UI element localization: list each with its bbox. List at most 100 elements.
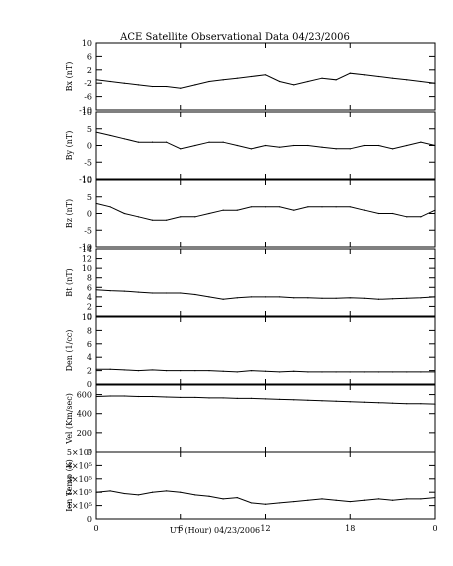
data-point xyxy=(222,141,224,143)
y-axis-label: Bt (nT) xyxy=(65,268,74,296)
data-point xyxy=(420,403,422,405)
panel-1: -10 -6 -2 2 6 10 Bx (nT) xyxy=(65,39,436,115)
data-point xyxy=(194,293,196,296)
data-point xyxy=(434,82,436,84)
data-point xyxy=(420,297,422,299)
data-point xyxy=(109,206,111,208)
data-point xyxy=(264,503,267,505)
data-point xyxy=(151,141,154,143)
data-point xyxy=(293,370,295,372)
data-point xyxy=(208,370,210,372)
data-point xyxy=(109,490,111,492)
data-point xyxy=(236,144,238,147)
data-point xyxy=(208,212,210,215)
data-point xyxy=(406,297,408,299)
panel-frame xyxy=(95,384,436,453)
data-point xyxy=(180,370,182,372)
y-axis-label: Vel (Km/sec) xyxy=(65,393,74,445)
data-point xyxy=(123,212,125,215)
panel-frame xyxy=(95,42,436,111)
data-point xyxy=(236,297,238,299)
data-point xyxy=(307,499,309,501)
data-point xyxy=(137,494,139,496)
y-tick-label: 8 xyxy=(87,326,92,335)
data-point xyxy=(180,491,182,493)
data-point xyxy=(349,371,351,373)
data-point xyxy=(208,80,210,83)
y-tick-label: 4×10⁵ xyxy=(67,461,92,470)
data-point xyxy=(363,499,365,501)
data-point xyxy=(434,371,436,373)
data-point xyxy=(363,297,365,299)
data-point xyxy=(293,399,295,401)
y-tick-label: -5 xyxy=(84,158,92,167)
series-line xyxy=(95,490,436,505)
data-point xyxy=(151,491,154,493)
y-tick-label: 2 xyxy=(87,302,92,311)
data-point xyxy=(194,144,196,147)
data-point xyxy=(335,297,337,299)
y-axis-label: By (nT) xyxy=(65,131,74,161)
data-point xyxy=(349,401,351,403)
data-point xyxy=(123,369,125,371)
data-point xyxy=(406,498,408,500)
y-axis-label: Bx (nT) xyxy=(65,62,74,92)
x-axis-label: UT (Hour) 04/23/2006 xyxy=(170,526,260,535)
data-point xyxy=(166,396,168,398)
data-point xyxy=(194,216,196,218)
panel-7: 0 1×10⁵ 2×10⁵ 3×10⁵ 4×10⁵ 5×10⁵ Ion Temp (K) xyxy=(65,448,436,524)
data-point xyxy=(307,206,309,208)
data-point xyxy=(166,141,168,143)
data-point xyxy=(236,496,238,499)
y-tick-label: -2 xyxy=(84,79,92,88)
y-tick-label: -6 xyxy=(84,93,92,102)
data-point xyxy=(109,290,111,292)
data-point xyxy=(137,291,139,293)
data-point xyxy=(95,368,97,370)
y-tick-label: 0 xyxy=(87,142,92,151)
data-point xyxy=(264,296,267,298)
y-tick-label: 600 xyxy=(77,391,92,400)
data-point xyxy=(335,148,337,150)
panel-frame xyxy=(95,451,436,520)
data-point xyxy=(363,371,365,373)
data-point xyxy=(434,209,436,211)
data-point xyxy=(166,85,168,88)
y-tick-label: -10 xyxy=(79,243,92,252)
data-point xyxy=(109,395,111,397)
data-point xyxy=(123,82,125,84)
data-point xyxy=(377,498,380,500)
data-point xyxy=(137,141,139,143)
data-point xyxy=(307,80,309,83)
data-point xyxy=(420,141,422,143)
data-point xyxy=(109,368,111,370)
data-point xyxy=(321,297,323,299)
data-point xyxy=(392,212,394,215)
data-point xyxy=(264,74,267,76)
data-point xyxy=(406,371,408,373)
y-tick-label: 200 xyxy=(77,429,92,438)
data-point xyxy=(151,219,154,221)
data-point xyxy=(208,495,210,497)
data-point xyxy=(307,144,309,147)
data-point xyxy=(307,297,309,299)
y-tick-label: 10 xyxy=(82,264,92,273)
data-point xyxy=(420,371,422,373)
data-point xyxy=(377,75,380,78)
data-point xyxy=(250,148,252,150)
data-point xyxy=(123,492,125,495)
data-point xyxy=(392,298,394,300)
data-point xyxy=(293,209,295,211)
x-tick-label: 18 xyxy=(345,524,355,533)
chart-title: ACE Satellite Observational Data 04/23/2… xyxy=(119,32,350,43)
data-point xyxy=(166,490,168,492)
y-tick-label: 6 xyxy=(87,283,92,292)
y-tick-label: 10 xyxy=(82,313,92,322)
data-point xyxy=(377,402,380,404)
data-point xyxy=(279,206,281,208)
data-point xyxy=(377,144,380,147)
data-point xyxy=(293,297,295,299)
panels: -10 -6 -2 2 6 10 Bx (nT) -10 -5 0 5 10 By (nT) -10 -5 0… xyxy=(65,39,436,524)
y-tick-label: 4 xyxy=(87,293,92,302)
